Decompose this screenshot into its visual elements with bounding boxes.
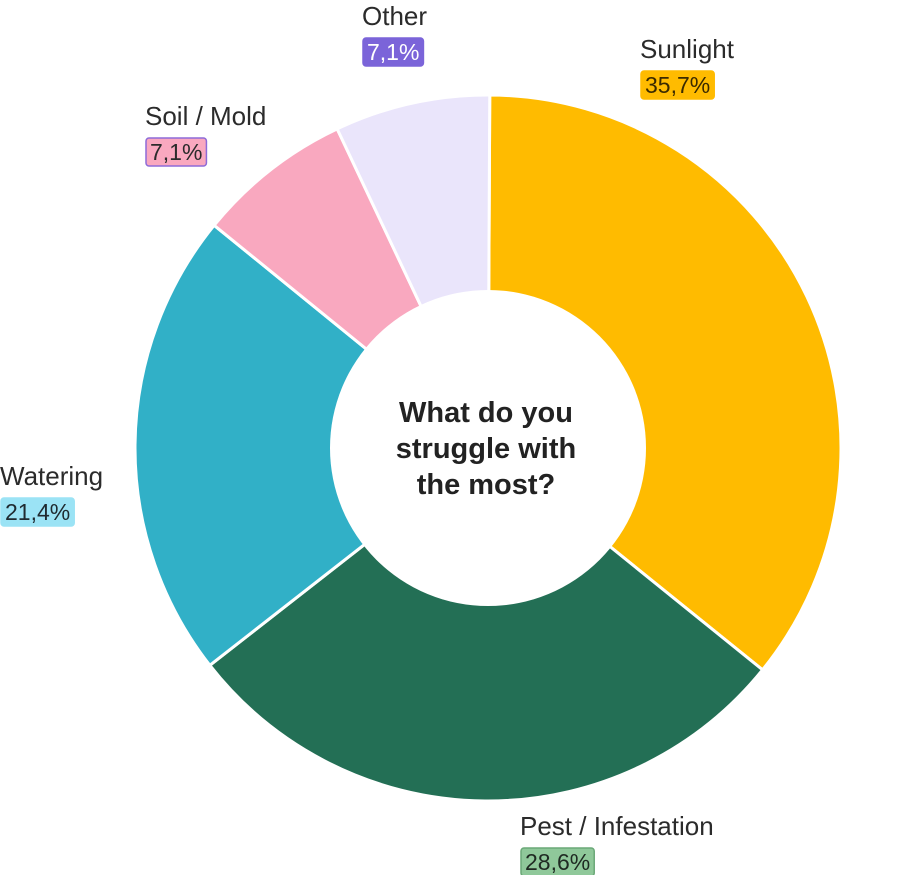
percentage-label: 7,1% bbox=[150, 139, 202, 165]
percentage-badge: 7,1% bbox=[146, 138, 206, 166]
percentage-badge: 21,4% bbox=[1, 498, 74, 526]
percentage-label: 7,1% bbox=[367, 39, 419, 65]
slice-label: Sunlight bbox=[640, 34, 735, 64]
slice-label: Pest / Infestation bbox=[520, 811, 714, 841]
percentage-label: 21,4% bbox=[5, 499, 70, 525]
chart-title: What do you struggle with the most? bbox=[396, 397, 576, 501]
percentage-badge: 35,7% bbox=[641, 71, 714, 99]
percentage-badge: 28,6% bbox=[521, 848, 594, 875]
percentage-badge: 7,1% bbox=[363, 38, 423, 66]
chart-title-line: What do you bbox=[399, 397, 573, 429]
chart-title-line: struggle with bbox=[396, 433, 576, 465]
slice-label: Soil / Mold bbox=[145, 101, 266, 131]
slice-label: Watering bbox=[0, 461, 103, 491]
chart-title-line: the most? bbox=[417, 469, 556, 501]
percentage-label: 28,6% bbox=[525, 849, 590, 875]
percentage-label: 35,7% bbox=[645, 72, 710, 98]
slice-label: Other bbox=[362, 1, 427, 31]
